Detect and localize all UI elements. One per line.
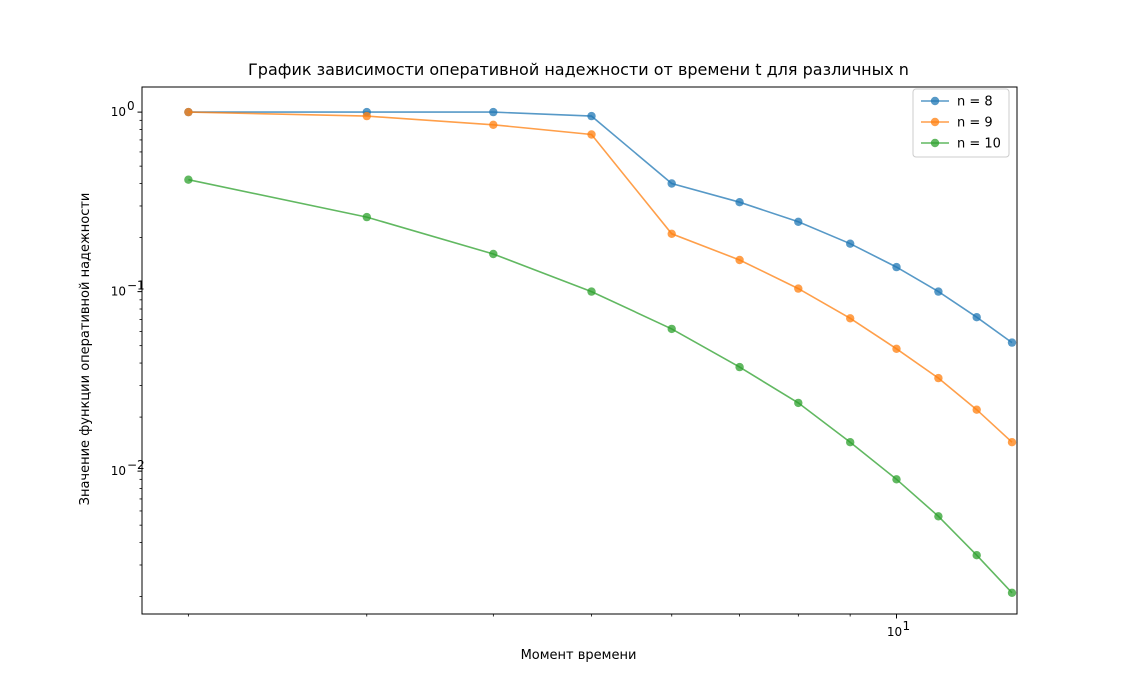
- y-tick-exponent: −1: [127, 279, 145, 293]
- series-line-1: [188, 111, 1013, 443]
- data-point: [489, 249, 498, 259]
- plot-frame: [141, 86, 1018, 615]
- y-tick-label: 10: [111, 105, 126, 119]
- series-line-2: [188, 178, 1013, 594]
- data-point: [794, 284, 803, 293]
- data-point: [1007, 338, 1017, 347]
- legend-marker: [930, 96, 940, 106]
- data-point: [667, 229, 676, 238]
- data-point: [972, 551, 981, 560]
- data-point: [892, 262, 901, 272]
- y-axis-label: Значение функции оперативной надежности: [78, 193, 93, 506]
- data-point: [735, 362, 744, 372]
- data-point: [489, 120, 498, 129]
- data-point: [587, 287, 596, 296]
- legend-label: n = 8: [957, 95, 993, 110]
- data-point: [934, 512, 943, 521]
- data-point: [1007, 438, 1017, 447]
- data-point: [362, 212, 371, 222]
- series-line-0: [188, 111, 1013, 344]
- chart-title: График зависимости оперативной надежност…: [248, 60, 909, 79]
- x-axis-label: Момент времени: [521, 648, 637, 663]
- data-point: [846, 438, 855, 447]
- legend-marker: [930, 117, 940, 127]
- data-point: [587, 111, 596, 121]
- data-point: [794, 217, 803, 226]
- data-point: [489, 107, 498, 117]
- data-point: [184, 107, 193, 117]
- y-tick-label: 10: [111, 285, 126, 299]
- data-point: [972, 313, 981, 322]
- data-point: [362, 111, 371, 121]
- data-point: [892, 475, 901, 484]
- data-point: [794, 398, 803, 408]
- data-point: [667, 324, 676, 334]
- legend-label: n = 10: [957, 137, 1001, 152]
- data-point: [735, 255, 744, 265]
- data-point: [846, 314, 855, 323]
- y-tick-label: 10: [111, 464, 126, 478]
- plot-area: [184, 107, 1017, 597]
- data-point: [1007, 588, 1017, 597]
- data-point: [846, 239, 855, 248]
- data-point: [972, 405, 981, 414]
- y-tick-exponent: −2: [127, 458, 145, 472]
- data-point: [934, 373, 943, 383]
- x-tick-label: 10: [887, 625, 902, 639]
- data-point: [892, 344, 901, 353]
- legend: n = 8 n = 9 n = 10: [912, 88, 1010, 158]
- y-tick-exponent: 0: [127, 99, 135, 113]
- legend-marker: [930, 138, 940, 148]
- data-point: [184, 175, 193, 184]
- data-point: [587, 130, 596, 139]
- data-point: [735, 198, 744, 207]
- data-point: [934, 287, 943, 296]
- data-point: [667, 179, 676, 188]
- legend-label: n = 9: [957, 116, 993, 131]
- x-tick-exponent: 1: [903, 619, 911, 633]
